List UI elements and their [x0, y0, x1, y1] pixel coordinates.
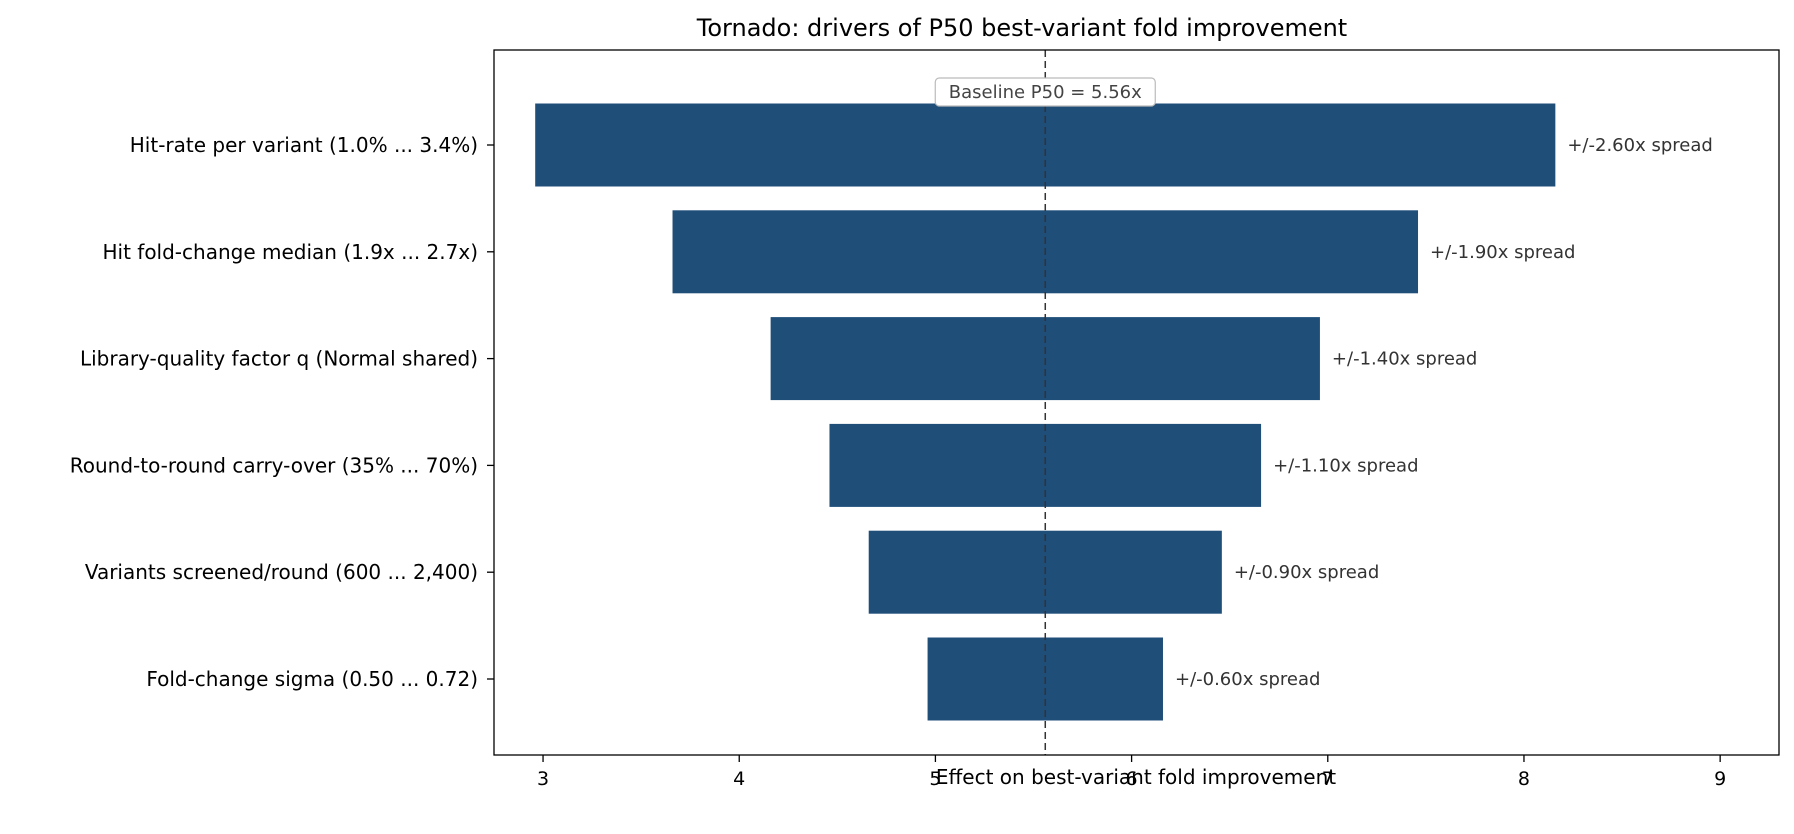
- spread-label-6: +/-0.60x spread: [1175, 669, 1320, 690]
- x-tick-label-4: 4: [733, 768, 745, 790]
- spread-label-3: +/-1.40x spread: [1332, 349, 1477, 370]
- chart-title: Tornado: drivers of P50 best-variant fol…: [696, 14, 1347, 42]
- y-axis: Hit-rate per variant (1.0% ... 3.4%) Hit …: [70, 133, 494, 691]
- x-tick-label-5: 5: [929, 768, 941, 790]
- category-label-4: Round-to-round carry-over (35% ... 70%): [70, 453, 478, 477]
- x-tick-label-6: 6: [1126, 768, 1138, 790]
- x-tick-label-3: 3: [537, 768, 549, 790]
- baseline-label: Baseline P50 = 5.56x: [949, 82, 1142, 103]
- x-axis-label: Effect on best-variant fold improvement: [936, 765, 1336, 789]
- category-label-1: Hit-rate per variant (1.0% ... 3.4%): [130, 133, 478, 157]
- x-axis: 3 4 5 6 7 8 9: [537, 755, 1726, 790]
- spread-label-1: +/-2.60x spread: [1567, 135, 1712, 156]
- category-label-5: Variants screened/round (600 ... 2,400): [85, 560, 478, 584]
- baseline-layer: Baseline P50 = 5.56x: [934, 50, 1156, 755]
- x-tick-label-9: 9: [1714, 768, 1726, 790]
- category-label-6: Fold-change sigma (0.50 ... 0.72): [146, 667, 478, 691]
- category-label-2: Hit fold-change median (1.9x ... 2.7x): [102, 240, 478, 264]
- category-label-3: Library-quality factor q (Normal shared): [80, 347, 478, 371]
- spread-label-5: +/-0.90x spread: [1234, 562, 1379, 583]
- spread-label-2: +/-1.90x spread: [1430, 242, 1575, 263]
- baseline-label-box: [934, 77, 1156, 107]
- bars-layer: +/-2.60x spread +/-1.90x spread +/-1.40x s…: [535, 103, 1713, 721]
- plot-frame: [493, 49, 1780, 756]
- x-tick-label-7: 7: [1322, 768, 1334, 790]
- spread-label-4: +/-1.10x spread: [1273, 455, 1418, 476]
- x-tick-label-8: 8: [1518, 768, 1530, 790]
